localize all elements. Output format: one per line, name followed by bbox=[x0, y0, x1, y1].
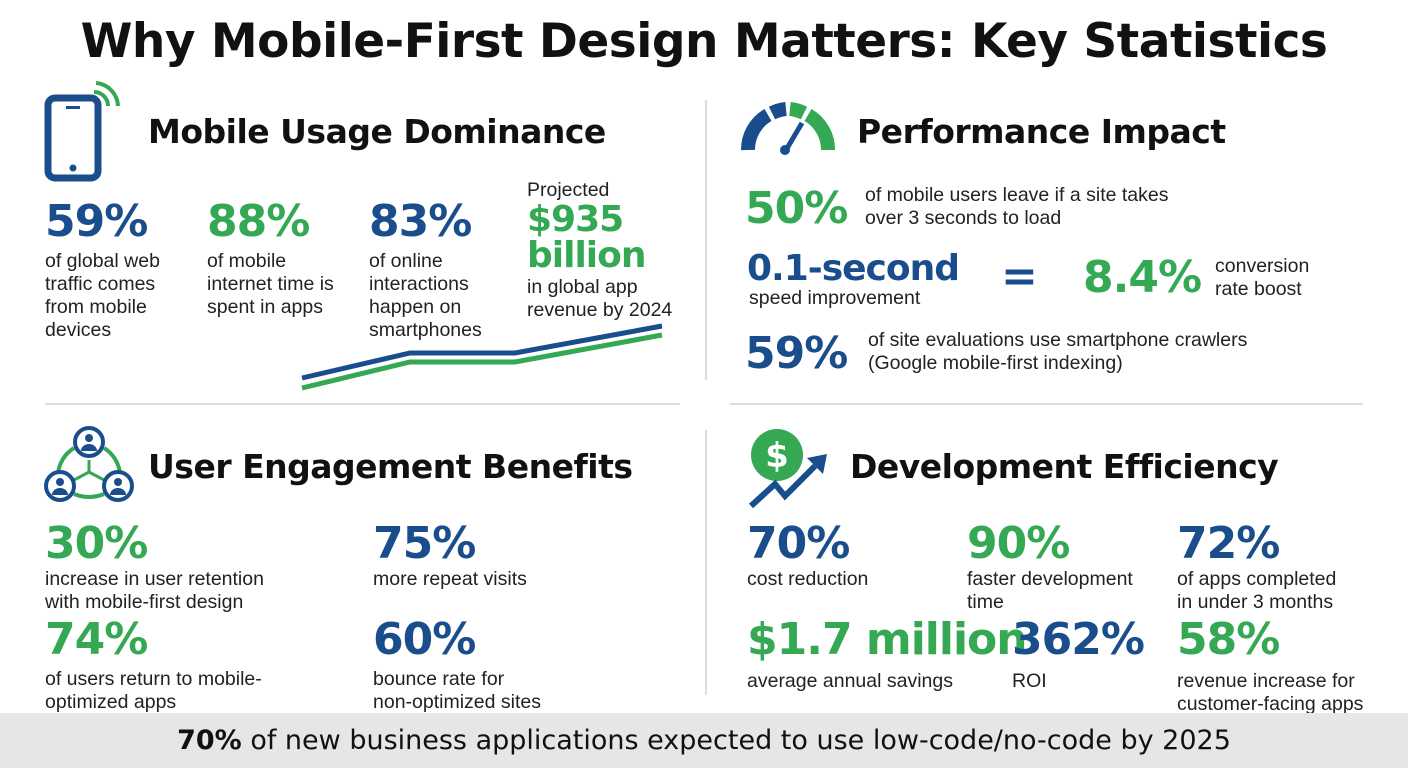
stat-retention: 30% increase in user retention with mobil… bbox=[45, 518, 264, 614]
trend-lines-decoration bbox=[301, 323, 663, 391]
section-heading-mobile: Mobile Usage Dominance bbox=[148, 112, 606, 151]
stat-annual-savings: $1.7 million average annual savings bbox=[747, 614, 1028, 693]
dollar-growth-icon: $ bbox=[748, 429, 827, 509]
stat-value-unit: billion bbox=[527, 235, 647, 276]
stat-value-bounce: 50% bbox=[745, 183, 848, 234]
stat-revenue-increase: 58% revenue increase for customer-facing … bbox=[1177, 614, 1364, 716]
equals-sign: = bbox=[1001, 251, 1038, 302]
stat-app-revenue: Projected $935 billion in global app reve… bbox=[527, 179, 672, 322]
stat-value-speed: 0.1-second bbox=[747, 248, 960, 289]
stat-value-conversion: 8.4% bbox=[1083, 252, 1202, 303]
footer-highlight: 70% bbox=[177, 725, 242, 756]
stat-value: 83% bbox=[369, 196, 472, 247]
stat-desc: speed improvement bbox=[749, 287, 921, 309]
section-heading-performance: Performance Impact bbox=[857, 112, 1226, 151]
stat-web-traffic: 59% of global web traffic comes from mobil… bbox=[45, 200, 160, 342]
stat-desc: of mobile internet time is spent in apps bbox=[207, 250, 334, 318]
speedometer-icon bbox=[740, 102, 836, 155]
stat-return-users: 74% of users return to mobile-optimized … bbox=[45, 614, 262, 714]
stat-app-time: 88% of mobile internet time is spent in ap… bbox=[207, 200, 334, 319]
stat-desc: of mobile users leave if a site takes ove… bbox=[865, 184, 1169, 229]
stat-bounce-rate: 60% bounce rate for non-optimized sites bbox=[373, 614, 541, 714]
stat-roi: 362% ROI bbox=[1012, 614, 1145, 693]
stat-desc: of site evaluations use smartphone crawl… bbox=[868, 329, 1248, 374]
section-heading-engagement: User Engagement Benefits bbox=[148, 447, 633, 486]
stat-pre: Projected bbox=[527, 179, 610, 201]
footer-text: of new business applications expected to… bbox=[241, 725, 1231, 756]
stat-value: $935 bbox=[527, 199, 624, 240]
stat-apps-completed: 72% of apps completed in under 3 months bbox=[1177, 518, 1337, 614]
divider bbox=[705, 100, 707, 380]
stat-desc: of online interactions happen on smartphone… bbox=[369, 250, 482, 341]
divider bbox=[730, 403, 1363, 405]
stat-desc: in global app revenue by 2024 bbox=[527, 276, 673, 321]
section-heading-development: Development Efficiency bbox=[850, 447, 1279, 486]
stat-smartphone-interactions: 83% of online interactions happen on smartp… bbox=[369, 200, 482, 342]
footer-banner: 70% of new business applications expecte… bbox=[0, 713, 1408, 768]
stat-desc: conversion rate boost bbox=[1215, 255, 1310, 300]
stat-faster-development: 90% faster development time bbox=[967, 518, 1133, 614]
divider bbox=[705, 430, 707, 695]
svg-text:$: $ bbox=[765, 436, 789, 476]
stat-value: 59% bbox=[45, 196, 148, 247]
stat-repeat-visits: 75% more repeat visits bbox=[373, 518, 527, 591]
page-title: Why Mobile-First Design Matters: Key Sta… bbox=[80, 14, 1328, 69]
divider bbox=[45, 403, 680, 405]
smartphone-signal-icon bbox=[44, 81, 120, 182]
stat-value-crawlers: 59% bbox=[745, 328, 848, 379]
stat-value: 88% bbox=[207, 196, 310, 247]
user-network-icon bbox=[44, 426, 134, 502]
stat-desc: of global web traffic comes from mobile dev… bbox=[45, 250, 160, 341]
stat-cost-reduction: 70% cost reduction bbox=[747, 518, 869, 591]
